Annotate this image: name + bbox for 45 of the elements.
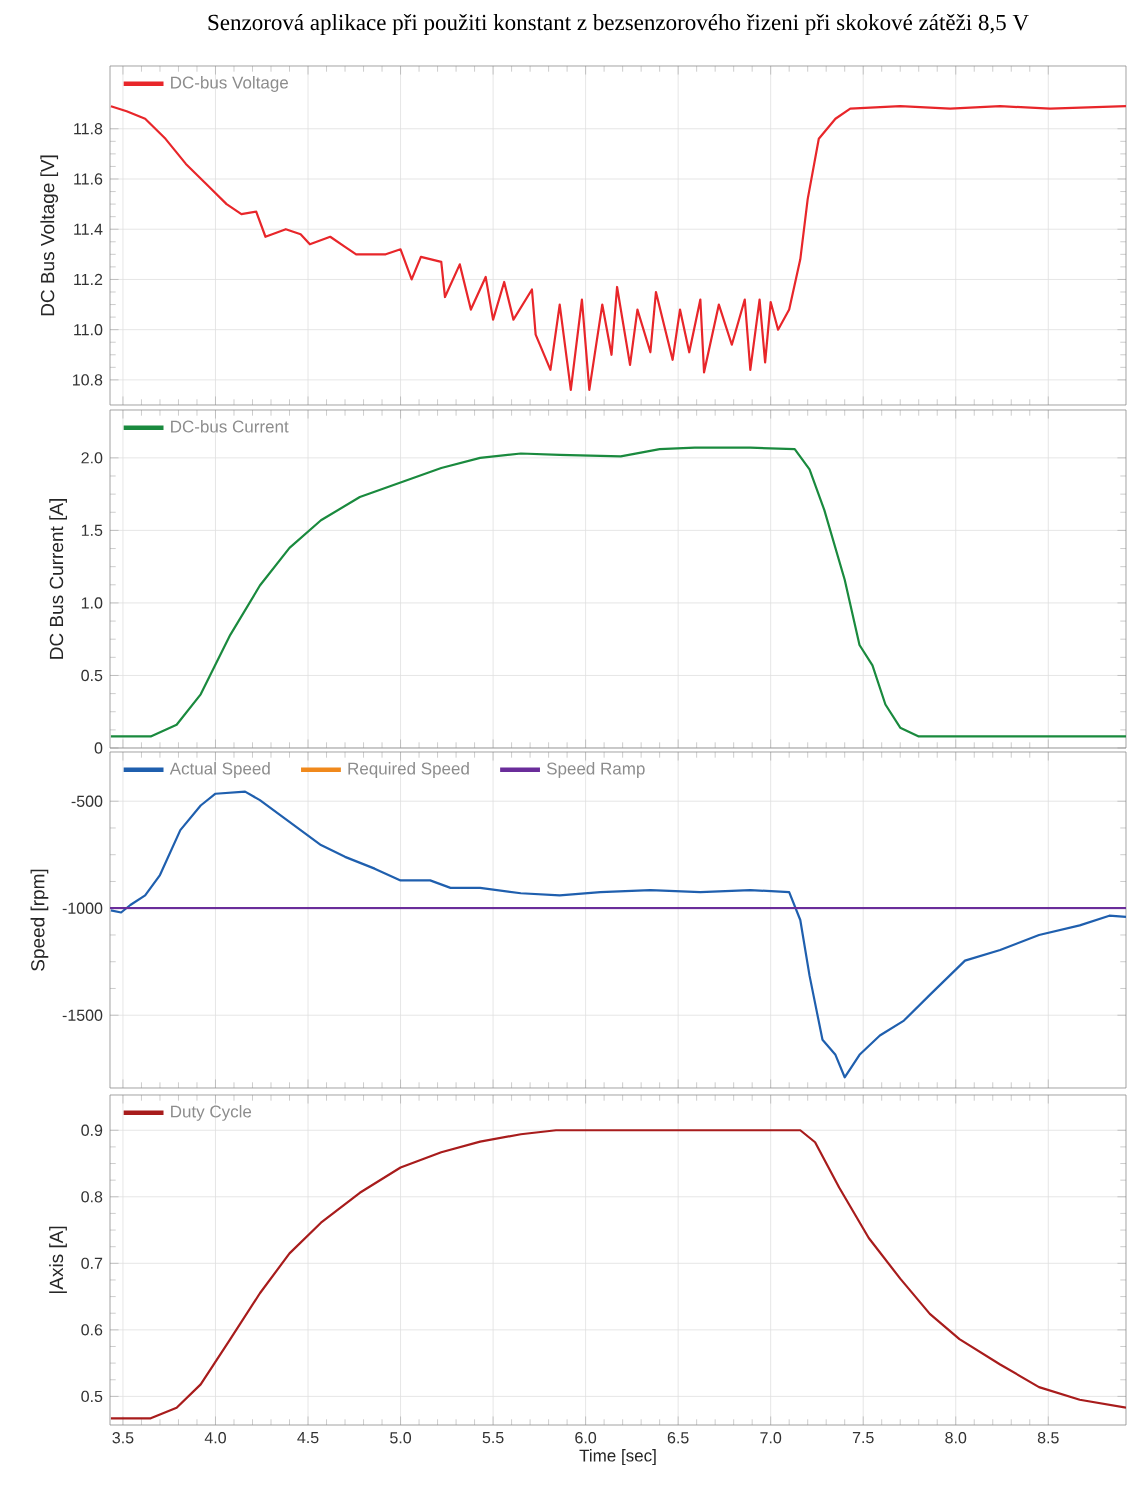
x-tick-label: 4.5 [297,1432,319,1444]
y-tick-label: 0.5 [81,1390,103,1403]
y-tick-label: 11.8 [74,123,103,135]
line-series [110,1129,1126,1420]
y-tick-label: 11.2 [74,273,103,286]
line-series [110,105,1126,392]
y-axis-title: DC Bus Current [A] [49,499,67,659]
chart-title: Senzorová aplikace při použiti konstant z bezsenzorového řizeni při skokové zátěži 8,5 V [208,14,1029,35]
x-tick-label: 5.0 [390,1432,412,1444]
y-tick-label: 10.8 [73,374,103,386]
y-tick-label: 2.0 [81,452,103,464]
x-tick-label: 4.0 [204,1432,226,1444]
legend-label: Speed Ramp [546,762,645,778]
y-tick-label: -500 [71,795,103,807]
y-axis-title: Speed [rpm] [30,869,49,971]
y-tick-label: 11.6 [74,173,103,185]
x-tick-label: 7.5 [852,1432,874,1444]
legend-label: Duty Cycle [171,1105,252,1121]
legend-label: Required Speed [348,762,469,778]
y-tick-label: 0.9 [81,1124,103,1136]
y-tick-label: 1.5 [81,524,103,536]
legend-label: DC-bus Current [171,420,289,433]
y-axis-title: DC Bus Voltage [V] [40,155,59,316]
y-tick-label: 0 [94,742,103,754]
y-tick-label: 0.8 [81,1191,103,1203]
y-tick-label: 0.6 [81,1324,103,1336]
y-tick-label: 0.7 [81,1257,103,1269]
y-tick-label: 0.5 [81,669,103,682]
x-tick-label: 7.0 [760,1432,782,1444]
x-axis-title: Time [sec] [579,1449,656,1465]
x-tick-label: 8.0 [945,1432,967,1444]
y-tick-label: 1.0 [81,597,103,609]
x-tick-label: 5.5 [482,1432,504,1444]
y-tick-label: -1500 [62,1009,103,1021]
y-tick-label: 11.4 [74,223,103,235]
line-series [109,790,1126,1079]
legend-label: Actual Speed [169,762,270,778]
x-tick-label: 8.5 [1037,1432,1059,1444]
x-tick-label: 3.5 [112,1432,134,1444]
legend-label: DC-bus Voltage [171,76,288,92]
y-tick-label: 11.0 [74,324,103,336]
x-tick-label: 6.0 [575,1432,597,1444]
y-tick-label: -1000 [62,902,103,914]
y-axis-title: |Axis [A] [49,1226,67,1293]
x-tick-label: 6.5 [667,1432,689,1444]
